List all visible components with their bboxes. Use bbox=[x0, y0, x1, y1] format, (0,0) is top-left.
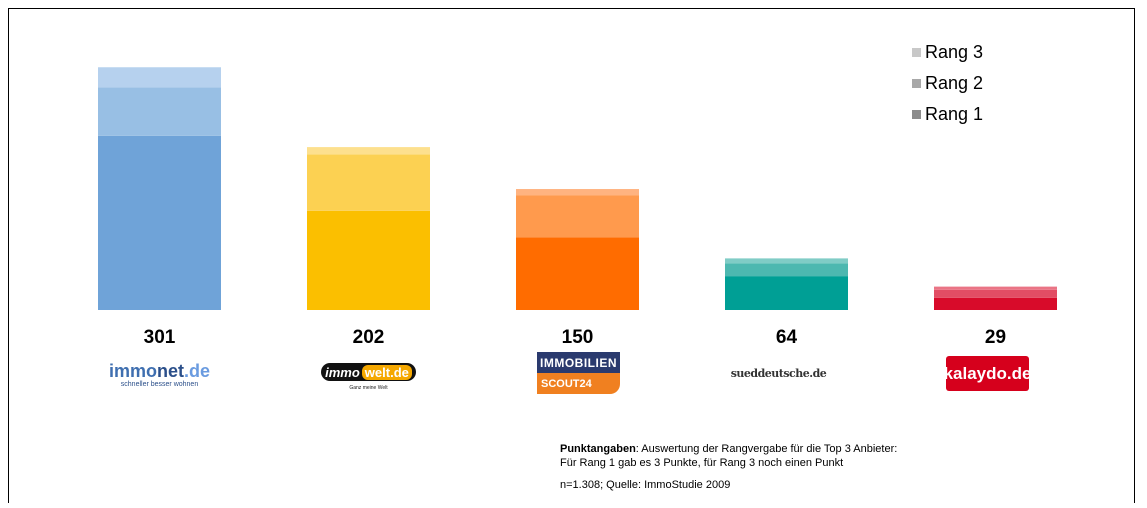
chart-frame bbox=[8, 8, 1135, 503]
kalaydo-logo: kalaydo.de bbox=[944, 356, 1031, 391]
bar-5-rang1 bbox=[934, 297, 1057, 310]
immonet-logo-wordmark: immonet.de bbox=[108, 361, 211, 381]
legend-swatch-rang1 bbox=[912, 110, 921, 119]
legend-item-rang3: Rang 3 bbox=[912, 37, 983, 68]
legend-label-rang2: Rang 2 bbox=[925, 73, 984, 93]
footnote: Punktangaben: Auswertung der Rangvergabe… bbox=[560, 442, 897, 492]
bar-4-rang2 bbox=[725, 263, 848, 277]
value-label-5: 29 bbox=[985, 327, 1006, 348]
immonet-logo: immonet.de schneller besser wohnen bbox=[102, 360, 217, 390]
legend-swatch-rang3 bbox=[912, 48, 921, 57]
bar-4-rang3 bbox=[725, 258, 848, 264]
bar-5-rang2 bbox=[934, 289, 1057, 298]
bar-2-rang2 bbox=[307, 154, 430, 211]
legend-swatch-rang2 bbox=[912, 79, 921, 88]
immowelt-logo-tagline: Ganz meine Welt bbox=[349, 385, 388, 391]
sueddeutsche-logo: sueddeutsche.de bbox=[730, 366, 827, 380]
immonet-logo-tagline: schneller besser wohnen bbox=[120, 381, 199, 388]
legend-item-rang1: Rang 1 bbox=[912, 99, 983, 130]
bar-4-rang1 bbox=[725, 276, 848, 310]
value-label-3: 150 bbox=[562, 327, 594, 348]
value-label-4: 64 bbox=[776, 327, 798, 348]
bar-2-rang3 bbox=[307, 147, 430, 155]
legend-item-rang2: Rang 2 bbox=[912, 68, 983, 99]
immowelt-logo: immo welt.de Ganz meine Welt bbox=[311, 358, 426, 396]
bar-3-rang3 bbox=[516, 189, 639, 196]
bar-3-rang1 bbox=[516, 237, 639, 310]
legend-label-rang1: Rang 1 bbox=[925, 104, 984, 124]
value-label-2: 202 bbox=[353, 327, 385, 348]
bar-5-rang3 bbox=[934, 286, 1057, 290]
bar-2-rang1 bbox=[307, 210, 430, 310]
legend: Rang 3 Rang 2 Rang 1 bbox=[912, 37, 983, 130]
bar-1-rang2 bbox=[98, 87, 221, 136]
legend-label-rang3: Rang 3 bbox=[925, 42, 984, 62]
bar-1-rang1 bbox=[98, 135, 221, 310]
bar-1-rang3 bbox=[98, 67, 221, 88]
bar-3-rang2 bbox=[516, 195, 639, 238]
scout-logo-bottom: SCOUT24 bbox=[537, 373, 620, 394]
immowelt-logo-wordmark: immo welt.de bbox=[321, 363, 416, 381]
value-label-1: 301 bbox=[144, 327, 176, 348]
footnote-line-2: Für Rang 1 gab es 3 Punkte, für Rang 3 n… bbox=[560, 457, 844, 469]
immobilienscout24-logo: IMMOBILIEN SCOUT24 bbox=[537, 352, 620, 394]
footnote-source: n=1.308; Quelle: ImmoStudie 2009 bbox=[560, 479, 731, 491]
scout-logo-top: IMMOBILIEN bbox=[537, 352, 620, 373]
footnote-line-1: Punktangaben: Auswertung der Rangvergabe… bbox=[560, 443, 898, 455]
